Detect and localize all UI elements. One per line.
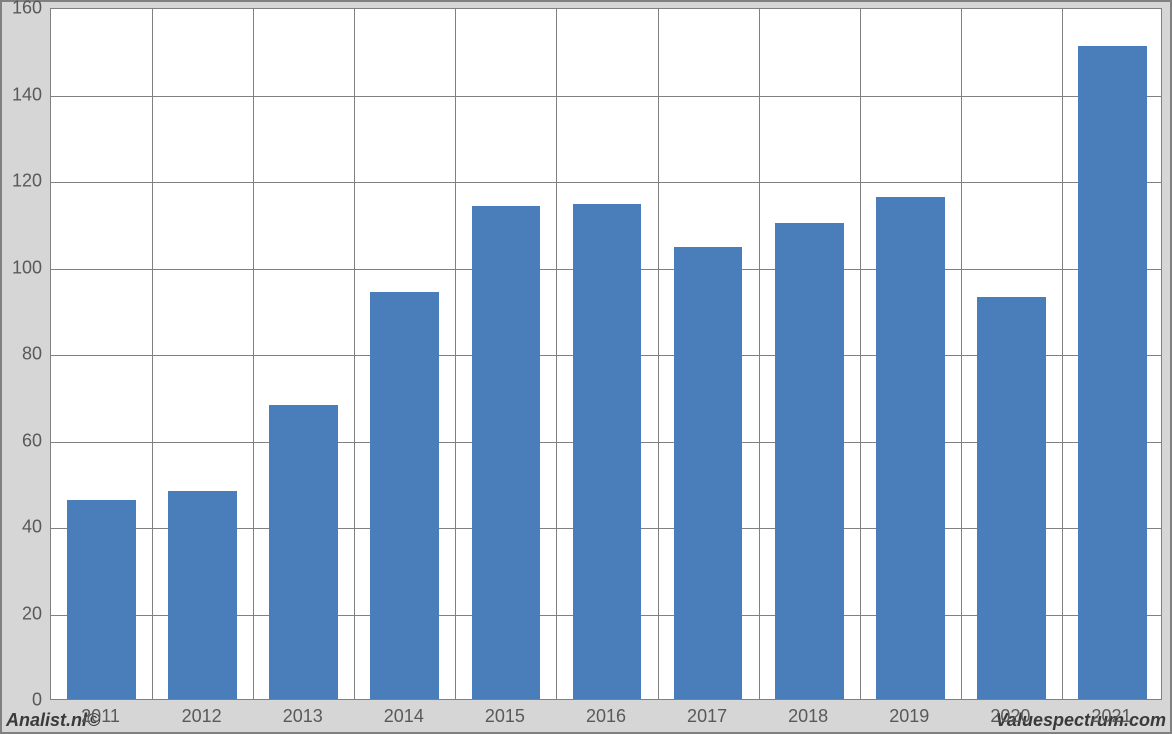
bar — [472, 206, 541, 699]
gridline-horizontal — [51, 182, 1161, 183]
gridline-vertical — [658, 9, 659, 699]
gridline-horizontal — [51, 96, 1161, 97]
x-axis-label: 2012 — [182, 706, 222, 727]
x-axis-label: 2016 — [586, 706, 626, 727]
x-axis-label: 2015 — [485, 706, 525, 727]
y-axis-label: 60 — [0, 430, 42, 451]
bar — [168, 491, 237, 699]
plot-area — [50, 8, 1162, 700]
gridline-vertical — [1062, 9, 1063, 699]
x-axis-label: 2019 — [889, 706, 929, 727]
gridline-vertical — [759, 9, 760, 699]
bar — [977, 297, 1046, 699]
y-axis-label: 80 — [0, 344, 42, 365]
bar — [876, 197, 945, 699]
gridline-vertical — [354, 9, 355, 699]
x-axis-label: 2021 — [1091, 706, 1131, 727]
gridline-vertical — [961, 9, 962, 699]
y-axis-label: 160 — [0, 0, 42, 19]
x-axis-label: 2013 — [283, 706, 323, 727]
y-axis-label: 40 — [0, 517, 42, 538]
gridline-vertical — [455, 9, 456, 699]
x-axis-label: 2018 — [788, 706, 828, 727]
bar — [775, 223, 844, 699]
chart-container: Analist.nl© Valuespectrum.com 0204060801… — [0, 0, 1172, 734]
x-axis-label: 2020 — [990, 706, 1030, 727]
bar — [269, 405, 338, 699]
gridline-vertical — [253, 9, 254, 699]
gridline-vertical — [556, 9, 557, 699]
x-axis-label: 2014 — [384, 706, 424, 727]
y-axis-label: 140 — [0, 84, 42, 105]
gridline-vertical — [152, 9, 153, 699]
x-axis-label: 2011 — [81, 706, 120, 727]
bar — [67, 500, 136, 699]
bar — [674, 247, 743, 699]
bar — [573, 204, 642, 699]
bar — [370, 292, 439, 699]
gridline-vertical — [860, 9, 861, 699]
y-axis-label: 100 — [0, 257, 42, 278]
x-axis-label: 2017 — [687, 706, 727, 727]
bar — [1078, 46, 1147, 699]
y-axis-label: 120 — [0, 171, 42, 192]
y-axis-label: 0 — [0, 690, 42, 711]
y-axis-label: 20 — [0, 603, 42, 624]
